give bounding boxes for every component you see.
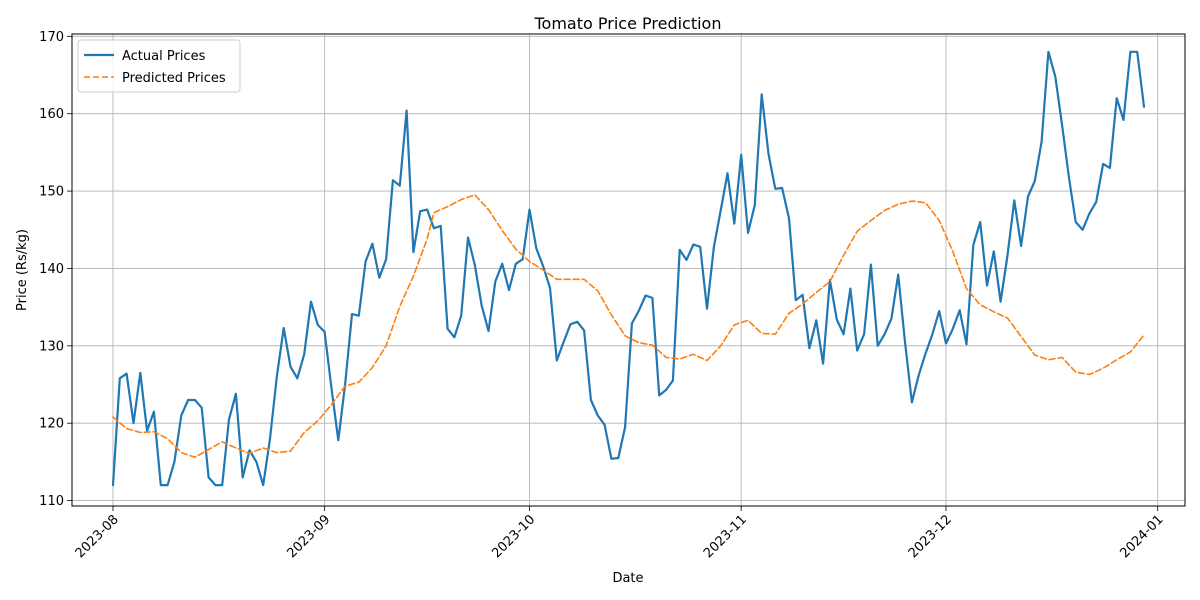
grid-lines xyxy=(72,34,1185,506)
y-tick-label: 150 xyxy=(39,185,64,200)
y-tick-label: 170 xyxy=(39,30,64,45)
y-axis-title: Price (Rs/kg) xyxy=(15,229,30,311)
plot-frame xyxy=(71,33,1186,507)
y-tick-label: 110 xyxy=(39,494,64,509)
chart-title: Tomato Price Prediction xyxy=(534,14,722,33)
y-tick-label: 160 xyxy=(39,107,64,122)
series-line-actual-prices xyxy=(111,50,1146,487)
legend-box xyxy=(77,39,241,93)
series-layer xyxy=(111,50,1146,487)
x-axis-title: Date xyxy=(612,571,643,586)
y-tick-label: 130 xyxy=(39,339,64,354)
y-axis: 110 120 130 140 150 160 170 xyxy=(39,30,72,509)
legend-label-actual: Actual Prices xyxy=(122,49,206,64)
y-tick-label: 140 xyxy=(39,262,64,277)
y-tick-label: 120 xyxy=(39,417,64,432)
series-line-predicted-prices xyxy=(112,194,1145,459)
legend-label-predicted: Predicted Prices xyxy=(122,71,226,86)
legend: Actual Prices Predicted Prices xyxy=(77,39,241,93)
